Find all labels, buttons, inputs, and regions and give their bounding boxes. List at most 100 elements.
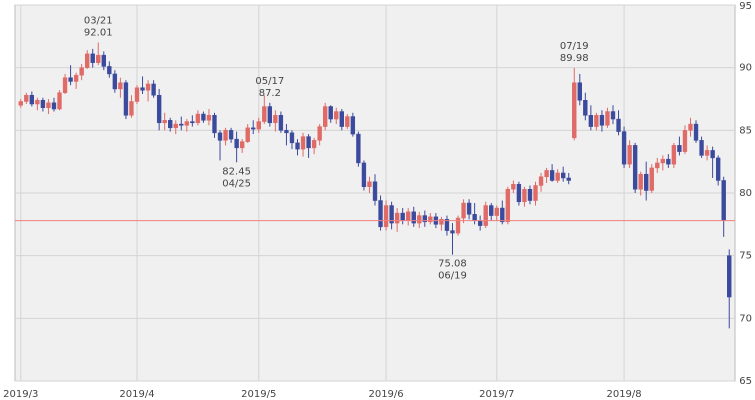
- candle-body: [328, 106, 333, 120]
- candle-body: [356, 133, 361, 164]
- candle-body: [511, 183, 516, 190]
- annotation-date: 06/19: [438, 271, 467, 282]
- candle-body: [217, 132, 223, 141]
- candle-body: [538, 176, 544, 186]
- candle-body: [29, 94, 35, 105]
- candle-body: [284, 130, 289, 134]
- candle-body: [24, 94, 29, 102]
- candle-body: [223, 130, 228, 141]
- candle-body: [549, 170, 555, 181]
- candle-body: [406, 211, 411, 221]
- candle-body: [134, 87, 140, 102]
- candle-body: [533, 185, 538, 201]
- candle-body: [51, 102, 57, 110]
- y-tick-label: 95: [739, 1, 752, 12]
- candle-body: [173, 123, 178, 129]
- candle-body: [228, 130, 234, 140]
- candle-body: [190, 121, 195, 124]
- candle-body: [278, 115, 284, 131]
- x-tick-label: 2019/3: [3, 389, 38, 400]
- candle-body: [101, 54, 106, 67]
- candle-body: [195, 113, 201, 124]
- candle-body: [311, 140, 317, 149]
- candle-body: [317, 126, 322, 141]
- candle-body: [140, 87, 145, 91]
- candle-body: [234, 138, 239, 149]
- annotation-date: 04/25: [222, 178, 251, 189]
- annotation-date: 03/21: [84, 15, 113, 26]
- candle-body: [594, 115, 599, 127]
- candle-body: [660, 158, 666, 164]
- candle-body: [79, 67, 84, 76]
- candle-body: [494, 207, 499, 216]
- candle-body: [306, 136, 311, 149]
- candle-body: [616, 118, 621, 132]
- candle-body: [68, 77, 73, 82]
- candle-body: [168, 120, 173, 129]
- candle-body: [367, 181, 372, 187]
- annotation-date: 05/17: [255, 76, 284, 87]
- candle-body: [693, 123, 699, 141]
- candle-body: [206, 115, 212, 121]
- candle-body: [477, 220, 483, 226]
- candle-body: [721, 180, 726, 221]
- candle-body: [715, 157, 721, 181]
- candle-body: [40, 100, 46, 109]
- candle-body: [605, 111, 610, 126]
- candle-body: [107, 66, 112, 75]
- candle-body: [577, 82, 582, 101]
- candle-body: [666, 158, 671, 165]
- candle-body: [90, 53, 95, 63]
- candle-body: [489, 205, 494, 216]
- candle-body: [334, 111, 339, 120]
- candle-body: [671, 145, 677, 165]
- annotation-value: 89.98: [560, 53, 589, 64]
- candle-body: [677, 145, 682, 152]
- candle-body: [239, 141, 245, 149]
- candle-body: [151, 83, 156, 96]
- candle-body: [46, 102, 51, 109]
- candle-body: [621, 131, 627, 165]
- candle-body: [123, 82, 129, 116]
- candle-body: [472, 214, 477, 221]
- candle-body: [555, 172, 560, 181]
- candle-body: [644, 173, 649, 191]
- candle-body: [544, 170, 549, 177]
- candle-body: [295, 142, 300, 150]
- candle-body: [572, 82, 577, 139]
- candle-body: [383, 205, 389, 228]
- candle-body: [439, 219, 444, 225]
- candle-body: [428, 216, 433, 223]
- candle-body: [649, 167, 654, 191]
- candle-body: [710, 150, 715, 159]
- x-tick-label: 2019/7: [479, 389, 514, 400]
- candle-body: [627, 145, 632, 165]
- candle-body: [73, 74, 79, 82]
- candle-body: [655, 162, 660, 169]
- candle-body: [57, 92, 62, 110]
- candle-body: [389, 205, 394, 224]
- annotation-date: 07/19: [560, 41, 589, 52]
- candle-body: [18, 101, 23, 106]
- candle-body: [461, 202, 466, 219]
- candle-body: [638, 173, 643, 190]
- candle-body: [345, 116, 350, 127]
- candle-body: [289, 132, 295, 144]
- candle-body: [599, 115, 605, 126]
- candle-body: [184, 121, 190, 126]
- candle-body: [378, 200, 383, 228]
- candle-body: [704, 150, 710, 156]
- candle-body: [156, 94, 162, 124]
- y-tick-label: 70: [739, 313, 752, 324]
- candle-body: [527, 188, 533, 201]
- x-tick-label: 2019/5: [241, 389, 276, 400]
- candle-body: [505, 188, 511, 223]
- candle-body: [145, 83, 151, 91]
- candle-body: [372, 181, 378, 201]
- candle-body: [560, 172, 566, 179]
- candle-body: [516, 183, 522, 203]
- candle-body: [262, 106, 267, 122]
- candle-body: [583, 100, 588, 116]
- candle-body: [500, 207, 505, 223]
